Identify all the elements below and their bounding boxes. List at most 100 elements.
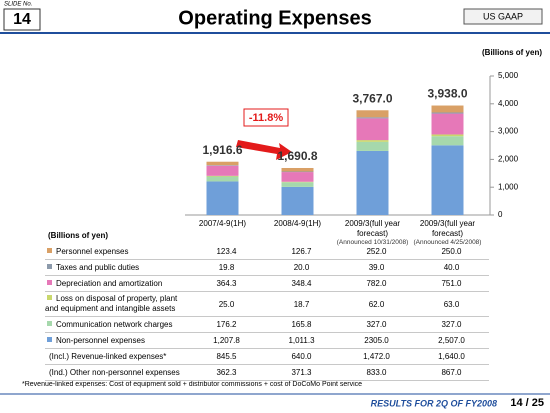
legend-swatch: [47, 295, 52, 300]
row-label: Communication network charges: [45, 316, 189, 333]
bar-segment: [281, 172, 314, 182]
table-value: 1,640.0: [414, 348, 489, 365]
data-table: Personnel expenses 123.4 126.7 252.0 250.0 Ta…: [45, 244, 489, 381]
x-tick-label: 2009/3(full year forecast) (Announced 10/…: [336, 219, 410, 247]
table-value: 126.7: [264, 244, 339, 260]
row-label: Depreciation and amortization: [45, 275, 189, 292]
table-value: 1,011.3: [264, 332, 339, 349]
table-value: 63.0: [414, 291, 489, 317]
badge-box: [463, 8, 543, 25]
bar-segment: [356, 118, 389, 141]
bar-segment: [206, 176, 239, 182]
x-tick-note: (Announced 4/25/2008): [413, 239, 482, 246]
y-tick-label: 4,000: [498, 99, 519, 108]
table-value: 2,507.0: [414, 332, 489, 349]
table-row: Non-personnel expenses 1,207.8 1,011.3 2305…: [45, 332, 489, 349]
table-value: 20.0: [264, 259, 339, 276]
bar-segment: [206, 161, 239, 166]
table-row: Depreciation and amortization 364.3 348.4 7…: [45, 275, 489, 292]
table-value: 833.0: [339, 364, 414, 381]
total-label: 1,690.8: [277, 149, 317, 163]
table-value: 782.0: [339, 275, 414, 292]
y-tick-label: 3,000: [498, 127, 519, 136]
bar-segment: [431, 113, 464, 135]
legend-label: Personnel expenses: [56, 246, 129, 256]
total-label: 1,916.6: [202, 143, 242, 157]
bar-segment: [431, 134, 464, 137]
table-row: Loss on disposal of property, plant and …: [45, 291, 489, 317]
legend-swatch: [47, 247, 52, 253]
legend-swatch: [47, 263, 52, 269]
slide-title: Operating Expenses: [178, 7, 371, 29]
table-value: 250.0: [414, 244, 489, 260]
table-value: 123.4: [189, 244, 264, 260]
y-tick-label: 1,000: [498, 182, 519, 191]
x-tick-text: 2008/4-9(1H): [273, 219, 322, 228]
bar-segment: [356, 141, 389, 151]
bar-segment: [206, 165, 239, 176]
y-tick-label: 2,000: [498, 155, 519, 164]
bar-segment: [281, 182, 314, 187]
table-value: 371.3: [264, 364, 339, 381]
slide-no: 14: [13, 11, 31, 28]
slide-no-box: [3, 8, 41, 31]
table-row: (Ind.) Other non-personnel expenses 362.3…: [45, 364, 489, 381]
table-value: 40.0: [414, 259, 489, 276]
bar-segment: [356, 117, 389, 119]
legend-swatch: [47, 320, 52, 326]
table-value: 1,207.8: [189, 332, 264, 349]
x-tick-text: 2009/3(full year forecast): [344, 219, 401, 238]
x-tick-label: 2008/4-9(1H): [261, 219, 335, 229]
row-label: (Ind.) Other non-personnel expenses: [45, 364, 189, 381]
legend-label: Depreciation and amortization: [56, 278, 163, 288]
row-label: (Incl.) Revenue-linked expenses*: [45, 348, 189, 365]
row-label: Personnel expenses: [45, 244, 189, 260]
bar-segment: [356, 140, 389, 142]
change-annotation: -11.8%: [249, 112, 283, 124]
legend-swatch: [47, 336, 52, 342]
bar-segment: [281, 171, 314, 173]
table-row: (Incl.) Revenue-linked expenses* 845.5 640…: [45, 348, 489, 365]
legend-label: Taxes and public duties: [56, 262, 140, 272]
table-unit: (Billions of yen): [48, 231, 108, 240]
table-row: Communication network charges 176.2 165.8 3…: [45, 316, 489, 333]
bar-segment: [206, 181, 239, 215]
table-value: 39.0: [339, 259, 414, 276]
table-value: 25.0: [189, 291, 264, 317]
table-value: 176.2: [189, 316, 264, 333]
y-tick-label: 5,000: [498, 71, 519, 80]
table-value: 327.0: [339, 316, 414, 333]
table-value: 845.5: [189, 348, 264, 365]
page-number: 14 / 25: [510, 397, 544, 409]
table-value: 362.3: [189, 364, 264, 381]
bar-segment: [431, 136, 464, 146]
row-label: Non-personnel expenses: [45, 332, 189, 349]
footer-text: RESULTS FOR 2Q OF FY2008: [371, 398, 497, 408]
table-value: 62.0: [339, 291, 414, 317]
table-value: 18.7: [264, 291, 339, 317]
table-row: Taxes and public duties 19.8 20.0 39.0 40.0: [45, 259, 489, 276]
badge: US GAAP: [483, 11, 523, 21]
table-value: 327.0: [414, 316, 489, 333]
table-value: 364.3: [189, 275, 264, 292]
table-value: 252.0: [339, 244, 414, 260]
x-tick-label: 2007/4-9(1H): [186, 219, 260, 229]
bar-segment: [356, 150, 389, 215]
change-arrow: [236, 140, 292, 160]
bar-segment: [281, 167, 314, 172]
total-label: 3,938.0: [427, 87, 467, 101]
table-value: 348.4: [264, 275, 339, 292]
bar-segment: [431, 112, 464, 114]
x-tick-text: 2009/3(full year forecast): [419, 219, 476, 238]
bar-segment: [206, 175, 239, 177]
x-tick-text: 2007/4-9(1H): [198, 219, 247, 228]
y-axis-label: (Billions of yen): [482, 48, 542, 57]
slide-no-label: SLIDE No.: [4, 2, 32, 8]
row-label: Loss on disposal of property, plant and …: [45, 291, 189, 317]
x-tick-note: (Announced 10/31/2008): [336, 239, 409, 246]
footnote: *Revenue-linked expenses: Cost of equipm…: [22, 381, 362, 388]
change-box: [243, 108, 289, 127]
table-value: 867.0: [414, 364, 489, 381]
bar-segment: [281, 181, 314, 183]
